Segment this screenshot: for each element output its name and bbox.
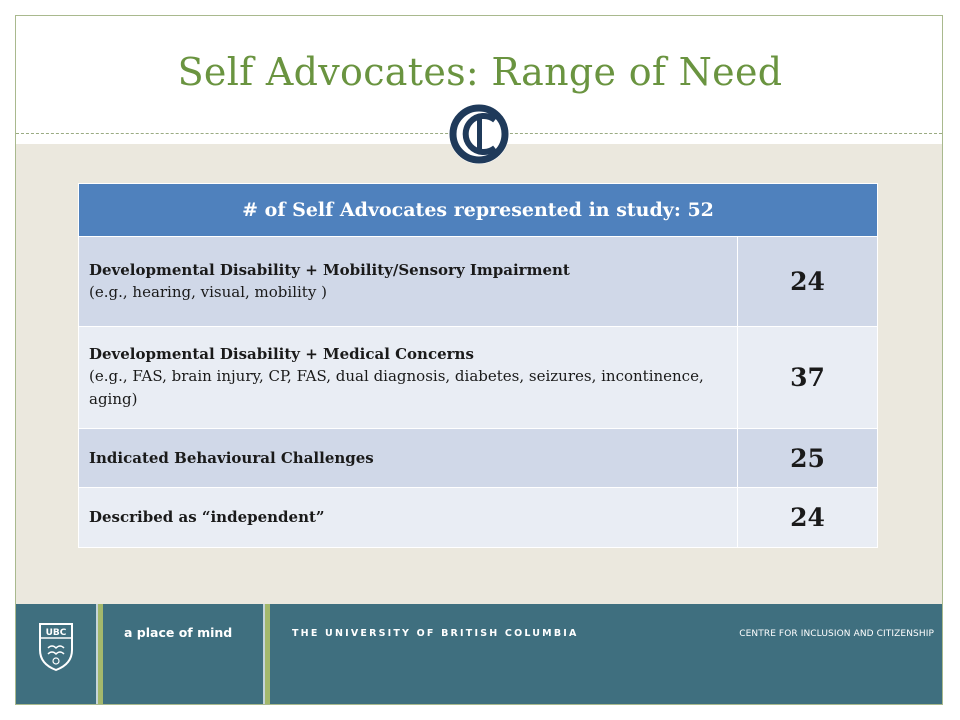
table-row: Indicated Behavioural Challenges 25 <box>78 428 878 488</box>
row-label-cell: Described as “independent” <box>78 487 738 548</box>
row-value: 24 <box>737 487 878 548</box>
row-value: 25 <box>737 428 878 488</box>
ubc-logo-text: UBC <box>46 628 67 638</box>
slide-title: Self Advocates: Range of Need <box>177 50 783 94</box>
footer-centre: CENTRE FOR INCLUSION AND CITIZENSHIP <box>739 629 934 639</box>
range-of-need-table: # of Self Advocates represented in study… <box>78 183 878 548</box>
row-label-cell: Developmental Disability + Medical Conce… <box>78 326 738 429</box>
row-label-cell: Developmental Disability + Mobility/Sens… <box>78 236 738 327</box>
footer-banner <box>16 604 942 704</box>
footer-accent-bar <box>98 604 103 704</box>
row-label: Indicated Behavioural Challenges <box>89 448 374 467</box>
row-value: 37 <box>737 326 878 429</box>
footer-tagline: a place of mind <box>124 625 233 640</box>
footer-accent-bar <box>265 604 270 704</box>
row-label: Described as “independent” <box>89 508 325 526</box>
row-detail: (e.g., hearing, visual, mobility ) <box>89 282 327 301</box>
ubc-crest-icon: UBC <box>36 622 76 672</box>
footer-divider <box>263 604 265 704</box>
row-detail: (e.g., FAS, brain injury, CP, FAS, dual … <box>89 367 704 408</box>
cic-logo-icon <box>444 100 514 168</box>
row-label-cell: Indicated Behavioural Challenges <box>78 428 738 488</box>
row-label: Developmental Disability + Mobility/Sens… <box>89 260 570 279</box>
row-value: 24 <box>737 236 878 327</box>
table-row: Described as “independent” 24 <box>78 487 878 548</box>
footer-university: THE UNIVERSITY OF BRITISH COLUMBIA <box>292 628 579 639</box>
row-label: Developmental Disability + Medical Conce… <box>89 345 474 363</box>
table-header: # of Self Advocates represented in study… <box>78 183 878 237</box>
table-row: Developmental Disability + Medical Conce… <box>78 326 878 429</box>
footer-divider <box>96 604 98 704</box>
table-row: Developmental Disability + Mobility/Sens… <box>78 236 878 327</box>
